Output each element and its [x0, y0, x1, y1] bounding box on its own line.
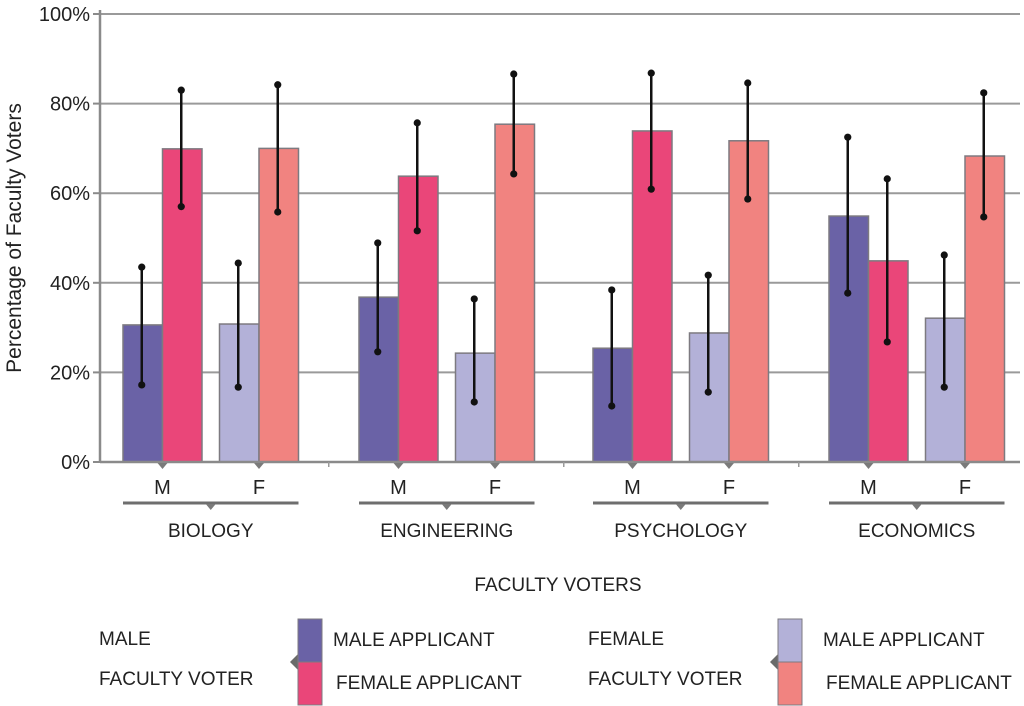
error-bar-cap-high: [883, 175, 891, 183]
legend-swatch: [297, 661, 323, 706]
subgroup-label: M: [624, 477, 641, 499]
subgroup-pointer: [724, 463, 734, 469]
subgroup-pointer: [627, 463, 638, 469]
y-tick-label: 80%: [50, 94, 90, 116]
legend-group: MALE FACULTY VOTER MALE APPLICANT FEMALE AP…: [99, 618, 522, 706]
error-bar-cap-high: [470, 295, 478, 303]
subgroup-label: M: [860, 477, 877, 499]
y-tick-label: 40%: [50, 273, 90, 295]
x-axis-categories: M F BIOLOGY M F ENGINEERING M F PSYCHOLOGY M F ECON…: [123, 462, 1005, 542]
error-bar-cap-high: [234, 259, 242, 267]
y-tick-label: 0%: [61, 452, 90, 474]
subgroup-label: F: [959, 477, 971, 499]
error-bar-cap-low: [744, 195, 752, 203]
category-pointer: [675, 504, 686, 510]
legend-entry-label: MALE APPLICANT: [333, 630, 495, 651]
legend-group: FEMALE FACULTY VOTER MALE APPLICANT FEMALE …: [588, 618, 1012, 706]
subgroup-pointer: [157, 463, 168, 469]
subgroup-pointer: [490, 463, 500, 469]
error-bar-cap-low: [374, 348, 382, 356]
error-bar-cap-low: [510, 170, 518, 178]
legend-group-title-line1: FEMALE: [588, 629, 664, 650]
error-bar-cap-high: [413, 119, 421, 127]
y-axis-label: Percentage of Faculty Voters: [3, 103, 26, 373]
error-bar-cap-low: [177, 203, 185, 211]
legend-pointer: [290, 654, 298, 670]
category-label: PSYCHOLOGY: [614, 521, 747, 542]
error-bar-cap-high: [177, 86, 185, 94]
bars: [122, 123, 1006, 463]
legend-pointer: [770, 654, 778, 670]
error-bar-cap-high: [844, 133, 852, 141]
legend: MALE FACULTY VOTER MALE APPLICANT FEMALE AP…: [99, 618, 1012, 706]
error-bar-cap-high: [647, 69, 655, 77]
subgroup-label: F: [489, 477, 501, 499]
error-bar-cap-low: [844, 289, 852, 297]
error-bar-cap-high: [274, 81, 282, 89]
y-axis-ticks: 0% 20% 40% 60% 80% 100%: [39, 4, 100, 474]
subgroup-pointer: [393, 463, 404, 469]
y-tick-label: 100%: [39, 4, 90, 26]
error-bar-cap-low: [608, 402, 616, 410]
subgroup-label: M: [390, 477, 407, 499]
category-pointer: [205, 504, 216, 510]
legend-group-title-line2: FACULTY VOTER: [99, 669, 254, 690]
error-bars: [138, 69, 988, 410]
category-pointer: [441, 504, 452, 510]
error-bar-cap-low: [234, 383, 242, 391]
axes: [98, 10, 1020, 464]
category-label: BIOLOGY: [168, 521, 254, 542]
y-tick-label: 20%: [50, 362, 90, 384]
error-bar-cap-high: [744, 79, 752, 87]
error-bar-cap-low: [274, 208, 282, 216]
error-bar-cap-low: [980, 213, 988, 221]
error-bar-cap-low: [138, 381, 146, 389]
legend-swatch: [297, 618, 323, 663]
legend-entry-label: FEMALE APPLICANT: [826, 673, 1012, 694]
subgroup-pointer: [863, 463, 874, 469]
legend-swatch: [777, 661, 803, 706]
category-label: ECONOMICS: [858, 521, 975, 542]
error-bar-cap-high: [510, 70, 518, 78]
legend-swatch: [777, 618, 803, 663]
error-bar-cap-high: [608, 286, 616, 294]
error-bar-cap-low: [470, 398, 478, 406]
error-bar-cap-low: [647, 185, 655, 193]
error-bar-cap-high: [374, 239, 382, 247]
error-bar-cap-low: [704, 388, 712, 396]
legend-entry-label: FEMALE APPLICANT: [336, 673, 522, 694]
error-bar-cap-high: [980, 89, 988, 97]
error-bar-cap-low: [413, 227, 421, 235]
legend-group-title-line1: MALE: [99, 629, 151, 650]
error-bar-cap-high: [138, 263, 146, 271]
legend-group-title-line2: FACULTY VOTER: [588, 669, 743, 690]
error-bar-cap-high: [704, 271, 712, 279]
subgroup-pointer: [960, 463, 970, 469]
x-axis-label: FACULTY VOTERS: [474, 575, 641, 596]
legend-entry-label: MALE APPLICANT: [823, 630, 985, 651]
error-bar-cap-high: [940, 251, 948, 259]
subgroup-label: F: [253, 477, 265, 499]
error-bar-cap-low: [883, 338, 891, 346]
subgroup-label: F: [723, 477, 735, 499]
category-label: ENGINEERING: [380, 521, 513, 542]
y-tick-label: 60%: [50, 183, 90, 205]
subgroup-pointer: [254, 463, 264, 469]
subgroup-label: M: [154, 477, 171, 499]
error-bar-cap-low: [940, 383, 948, 391]
category-pointer: [911, 504, 922, 510]
